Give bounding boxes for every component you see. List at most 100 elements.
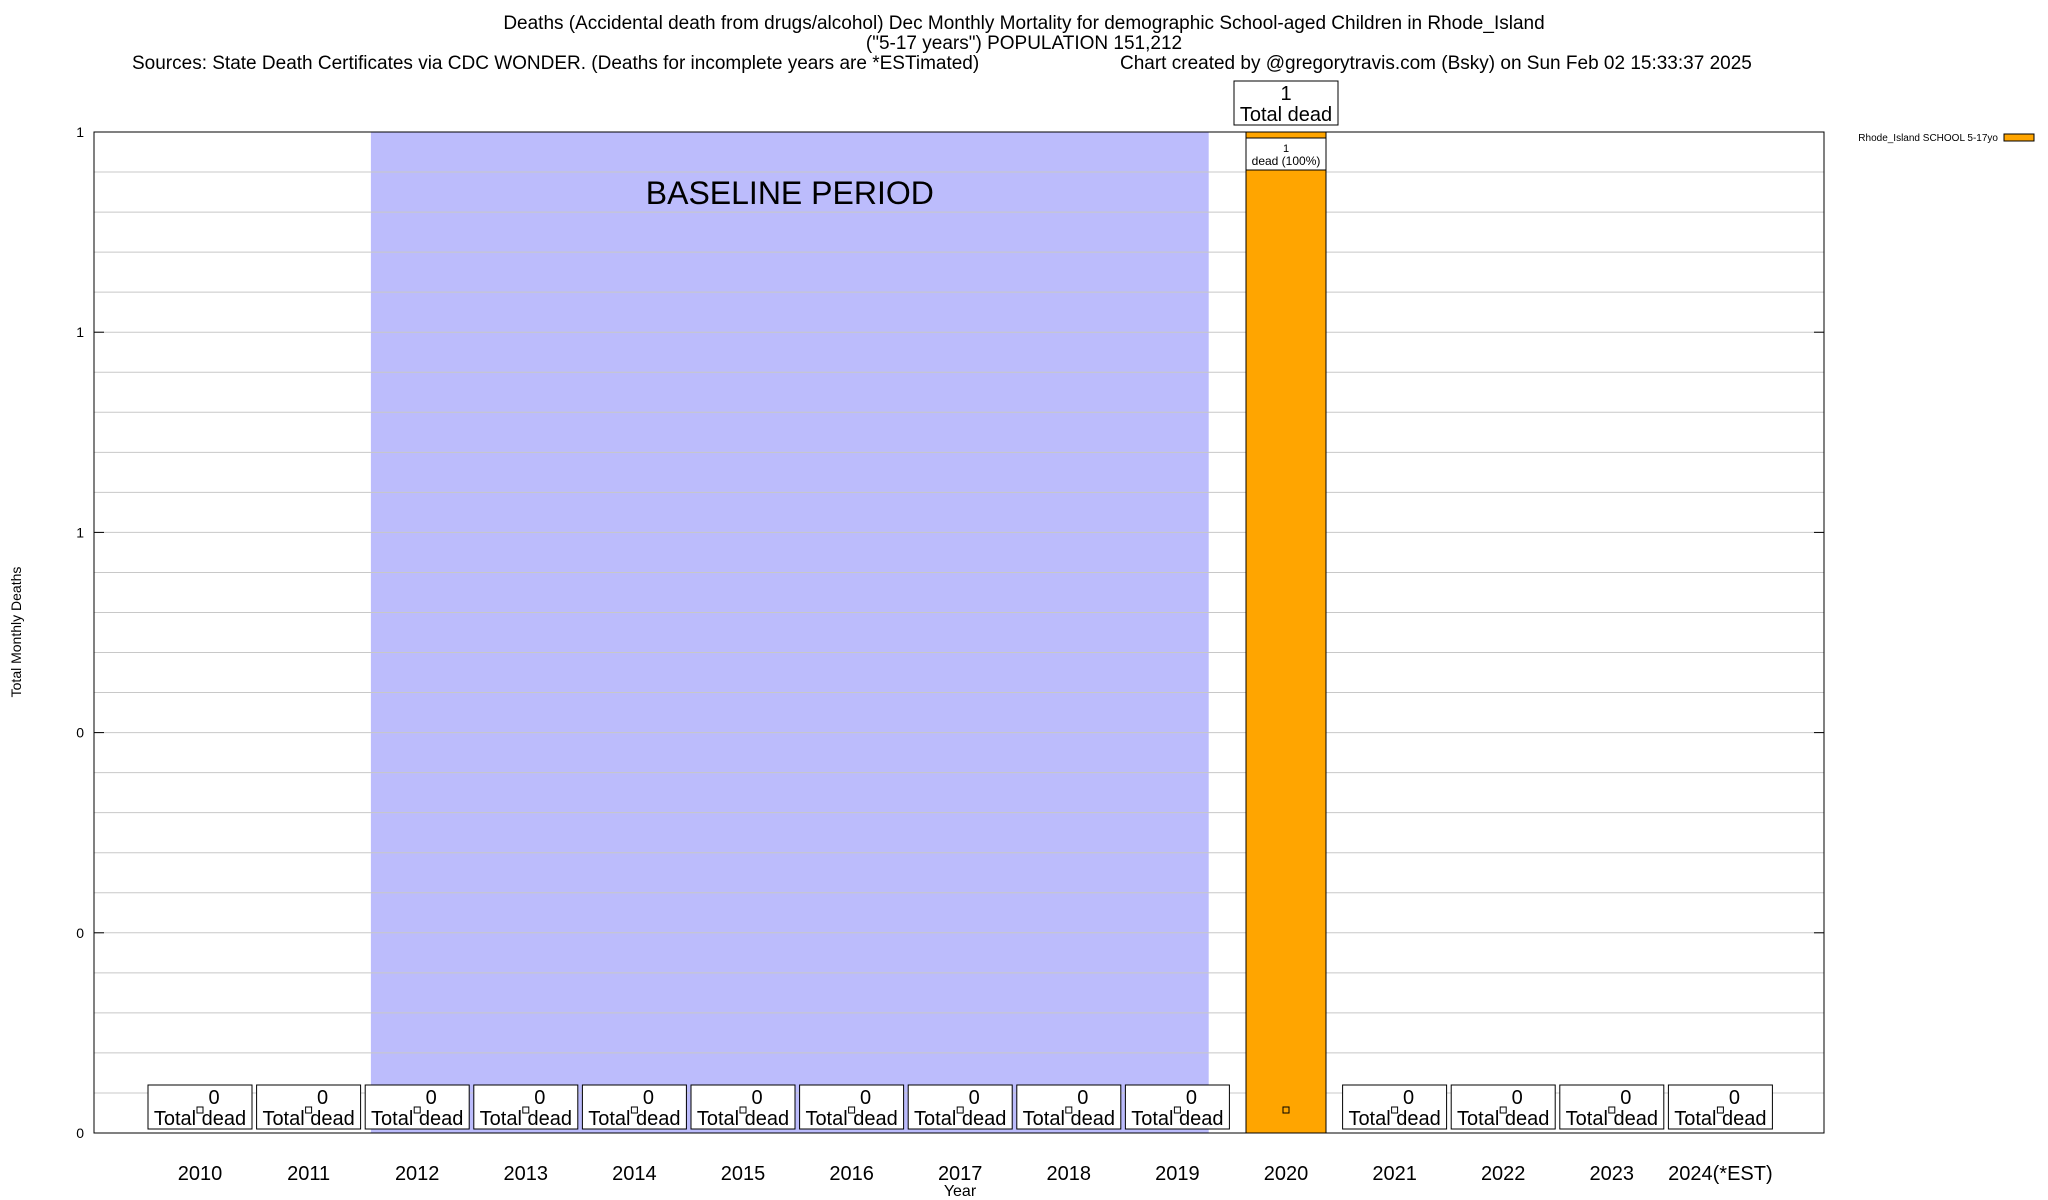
total-label-text: Total dead bbox=[1240, 104, 1332, 126]
total-label-text: Total dead bbox=[262, 1108, 354, 1130]
total-label-value: 0 bbox=[751, 1087, 762, 1109]
x-marker bbox=[522, 1106, 530, 1114]
y-tick-label: 1 bbox=[76, 124, 84, 140]
total-label-value: 0 bbox=[426, 1087, 437, 1109]
total-label-value: 1 bbox=[1280, 83, 1291, 105]
total-label-value: 0 bbox=[1729, 1087, 1740, 1109]
x-marker bbox=[1608, 1106, 1616, 1114]
x-tick-label: 2017 bbox=[938, 1163, 983, 1185]
total-label-value: 0 bbox=[1186, 1087, 1197, 1109]
x-marker bbox=[739, 1106, 747, 1114]
x-marker bbox=[1499, 1106, 1507, 1114]
grid-lines bbox=[94, 131, 1824, 1134]
legend-swatch bbox=[2003, 133, 2035, 142]
x-marker bbox=[630, 1106, 638, 1114]
y-tick-label: 0 bbox=[76, 925, 84, 941]
total-label-text: Total dead bbox=[154, 1108, 246, 1130]
x-marker bbox=[413, 1106, 421, 1114]
sources-note: Sources: State Death Certificates via CD… bbox=[132, 53, 980, 74]
total-label-value: 0 bbox=[1403, 1087, 1414, 1109]
x-tick-label: 2021 bbox=[1372, 1163, 1417, 1185]
total-label-text: Total dead bbox=[697, 1108, 789, 1130]
total-label-value: 0 bbox=[860, 1087, 871, 1109]
x-tick-label: 2019 bbox=[1155, 1163, 1200, 1185]
total-label-value: 0 bbox=[1077, 1087, 1088, 1109]
x-marker bbox=[196, 1106, 204, 1114]
total-label-value: 0 bbox=[643, 1087, 654, 1109]
x-marker bbox=[1391, 1106, 1399, 1114]
x-tick-label: 2012 bbox=[395, 1163, 440, 1185]
chart-subtitle: ("5-17 years") POPULATION 151,212 bbox=[865, 33, 1183, 54]
legend: Rhode_Island SCHOOL 5-17yo bbox=[1858, 133, 2035, 144]
x-tick-label: 2010 bbox=[178, 1163, 223, 1185]
y-tick-label: 1 bbox=[76, 524, 84, 540]
x-tick-label: 2011 bbox=[287, 1163, 330, 1185]
chart-header: Deaths (Accidental death from drugs/alco… bbox=[0, 0, 2048, 80]
x-marker bbox=[956, 1106, 964, 1114]
y-axis-label: Total Monthly Deaths bbox=[8, 567, 24, 698]
total-label-text: Total dead bbox=[1131, 1108, 1223, 1130]
x-marker bbox=[305, 1106, 313, 1114]
total-label-value: 0 bbox=[969, 1087, 980, 1109]
total-label-text: Total dead bbox=[588, 1108, 680, 1130]
x-tick-label: 2013 bbox=[504, 1163, 549, 1185]
total-label-text: Total dead bbox=[1023, 1108, 1115, 1130]
total-label-text: Total dead bbox=[1566, 1108, 1658, 1130]
x-tick-label: 2024(*EST) bbox=[1668, 1163, 1773, 1185]
baseline-region bbox=[370, 132, 1209, 1133]
total-label-text: Total dead bbox=[1674, 1108, 1766, 1130]
x-tick-label: 2018 bbox=[1047, 1163, 1092, 1185]
total-label-value: 0 bbox=[317, 1087, 328, 1109]
y-tick-label: 0 bbox=[76, 1125, 84, 1141]
x-marker bbox=[1065, 1106, 1073, 1114]
x-marker bbox=[848, 1106, 856, 1114]
total-label-text: Total dead bbox=[371, 1108, 463, 1130]
total-label-text: Total dead bbox=[805, 1108, 897, 1130]
segment-label-box bbox=[1245, 137, 1327, 171]
legend-entry-label: Rhode_Island SCHOOL 5-17yo bbox=[1858, 133, 1998, 144]
y-tick-label: 0 bbox=[76, 725, 84, 741]
segment-label-count: 1 bbox=[1283, 143, 1289, 155]
x-marker bbox=[1716, 1106, 1724, 1114]
bar-2020 bbox=[1245, 131, 1327, 1134]
total-label-box bbox=[1233, 80, 1339, 126]
total-label-value: 0 bbox=[534, 1087, 545, 1109]
y-tick-label: 1 bbox=[76, 324, 84, 340]
total-label-text: Total dead bbox=[480, 1108, 572, 1130]
x-tick-label: 2016 bbox=[829, 1163, 874, 1185]
total-label-text: Total dead bbox=[1348, 1108, 1440, 1130]
x-tick-label: 2015 bbox=[721, 1163, 766, 1185]
segment-label-text: dead (100%) bbox=[1252, 154, 1321, 168]
x-marker bbox=[1173, 1106, 1181, 1114]
x-tick-label: 2020 bbox=[1264, 1163, 1309, 1185]
x-tick-label: 2022 bbox=[1481, 1163, 1526, 1185]
total-label-value: 0 bbox=[1620, 1087, 1631, 1109]
total-label-value: 0 bbox=[1512, 1087, 1523, 1109]
x-tick-label: 2023 bbox=[1590, 1163, 1635, 1185]
total-label-text: Total dead bbox=[1457, 1108, 1549, 1130]
plot-border bbox=[93, 131, 1825, 1134]
x-marker bbox=[1282, 1106, 1290, 1114]
total-label-value: 0 bbox=[208, 1087, 219, 1109]
x-axis-label: Year bbox=[944, 1183, 977, 1200]
x-tick-label: 2014 bbox=[612, 1163, 657, 1185]
baseline-label: BASELINE PERIOD bbox=[646, 175, 934, 211]
chart-title: Deaths (Accidental death from drugs/alco… bbox=[503, 13, 1545, 34]
chart-credit: Chart created by @gregorytravis.com (Bsk… bbox=[1120, 53, 1752, 74]
